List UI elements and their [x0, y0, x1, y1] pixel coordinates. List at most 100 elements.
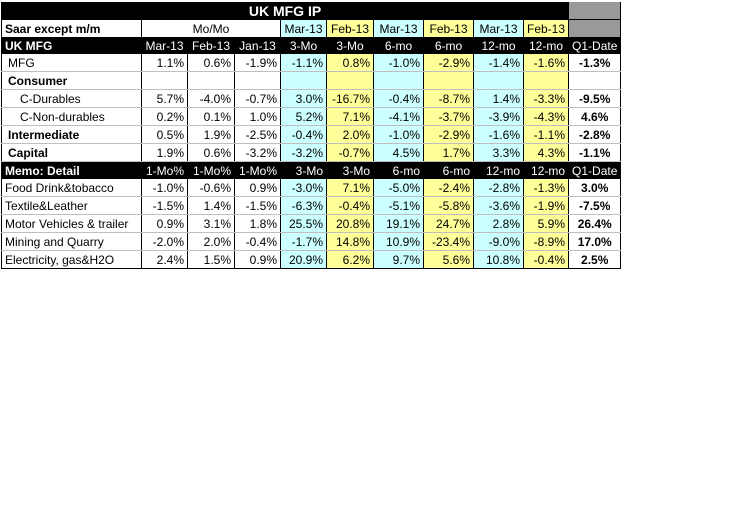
- row-label: Capital: [1, 143, 142, 162]
- value-cell: 3.1%: [187, 214, 235, 233]
- value-cell: [373, 71, 424, 90]
- value-cell: 2.8%: [473, 214, 524, 233]
- column-header: 12-mo: [473, 37, 524, 54]
- value-cell: -7.5%: [568, 196, 622, 215]
- memo-column-header: 1-Mo%: [234, 161, 281, 179]
- memo-column-header: 6-mo: [423, 161, 474, 179]
- column-header: Feb-13: [187, 37, 235, 54]
- value-cell: 10.9%: [373, 232, 424, 251]
- value-cell: -2.8%: [473, 179, 524, 197]
- value-cell: -2.4%: [423, 179, 474, 197]
- value-cell: 0.2%: [141, 107, 188, 126]
- value-cell: -1.0%: [141, 179, 188, 197]
- value-cell: 1.9%: [187, 125, 235, 144]
- value-cell: -0.6%: [187, 179, 235, 197]
- group-label: Feb-13: [522, 19, 570, 37]
- value-cell: -2.8%: [568, 125, 622, 144]
- value-cell: 3.0%: [568, 179, 622, 197]
- value-cell: -4.3%: [522, 107, 570, 126]
- memo-column-header: Q1-Date: [568, 161, 622, 179]
- value-cell: [141, 71, 188, 90]
- value-cell: -1.1%: [280, 54, 327, 72]
- value-cell: 0.8%: [326, 54, 374, 72]
- table-row: Electricity, gas&H2O 2.4% 1.5% 0.9% 20.9% 6.2…: [1, 250, 622, 269]
- value-cell: -1.7%: [280, 232, 327, 251]
- value-cell: -3.0%: [280, 179, 327, 197]
- value-cell: -6.3%: [280, 196, 327, 215]
- value-cell: [568, 71, 622, 90]
- value-cell: -16.7%: [326, 89, 374, 108]
- value-cell: [234, 71, 281, 90]
- value-cell: 10.8%: [473, 250, 524, 269]
- table-title: UK MFG IP: [0, 2, 570, 20]
- value-cell: -1.9%: [522, 196, 570, 215]
- value-cell: -1.6%: [522, 54, 570, 72]
- title-row: UK MFG IP: [0, 2, 622, 20]
- value-cell: 19.1%: [373, 214, 424, 233]
- value-cell: 0.1%: [187, 107, 235, 126]
- value-cell: -2.0%: [141, 232, 188, 251]
- memo-column-header: 6-mo: [373, 161, 424, 179]
- column-header: 12-mo: [522, 37, 570, 54]
- value-cell: 25.5%: [280, 214, 327, 233]
- value-cell: -0.4%: [326, 196, 374, 215]
- row-label: C-Durables: [1, 89, 142, 108]
- group-label: Mar-13: [373, 19, 424, 37]
- subheader-label: Saar except m/m: [1, 19, 142, 37]
- value-cell: -1.4%: [473, 54, 524, 72]
- value-cell: -3.9%: [473, 107, 524, 126]
- value-cell: 20.8%: [326, 214, 374, 233]
- value-cell: -9.5%: [568, 89, 622, 108]
- value-cell: 0.9%: [141, 214, 188, 233]
- value-cell: -1.1%: [568, 143, 622, 162]
- value-cell: -1.1%: [522, 125, 570, 144]
- value-cell: -1.0%: [373, 125, 424, 144]
- title-gray-cell: [568, 2, 622, 20]
- value-cell: [473, 71, 524, 90]
- row-label: Food Drink&tobacco: [1, 179, 142, 197]
- value-cell: -1.5%: [234, 196, 281, 215]
- memo-column-header: 12-mo: [522, 161, 570, 179]
- value-cell: 1.7%: [423, 143, 474, 162]
- value-cell: [187, 71, 235, 90]
- value-cell: 2.0%: [187, 232, 235, 251]
- value-cell: -3.2%: [280, 143, 327, 162]
- value-cell: -0.7%: [234, 89, 281, 108]
- q1-gray-cell: [568, 19, 622, 37]
- value-cell: 3.0%: [280, 89, 327, 108]
- value-cell: -3.3%: [522, 89, 570, 108]
- value-cell: -5.0%: [373, 179, 424, 197]
- momo-label: Mo/Mo: [141, 19, 281, 37]
- memo-column-header: 3-Mo: [280, 161, 327, 179]
- value-cell: -5.1%: [373, 196, 424, 215]
- value-cell: 9.7%: [373, 250, 424, 269]
- row-label: Consumer: [1, 71, 142, 90]
- value-cell: 7.1%: [326, 179, 374, 197]
- value-cell: 7.1%: [326, 107, 374, 126]
- value-cell: -4.1%: [373, 107, 424, 126]
- row-label: MFG: [1, 54, 142, 72]
- memo-header-row: Memo: Detail 1-Mo% 1-Mo% 1-Mo% 3-Mo 3-Mo 6-mo 6…: [1, 161, 622, 179]
- value-cell: -0.4%: [280, 125, 327, 144]
- table-row: Capital 1.9% 0.6% -3.2% -3.2% -0.7% 4.5% 1.7% 3.…: [1, 143, 622, 162]
- column-header: 6-mo: [423, 37, 474, 54]
- uk-mfg-ip-table: UK MFG IP Saar except m/m Mo/Mo Mar-13 F…: [0, 2, 622, 269]
- value-cell: 1.0%: [234, 107, 281, 126]
- value-cell: [522, 71, 570, 90]
- value-cell: [280, 71, 327, 90]
- row-label: C-Non-durables: [1, 107, 142, 126]
- group-label: Feb-13: [326, 19, 374, 37]
- table-row: MFG 1.1% 0.6% -1.9% -1.1% 0.8% -1.0% -2.9% -1.4%…: [1, 54, 622, 72]
- value-cell: -5.8%: [423, 196, 474, 215]
- value-cell: [423, 71, 474, 90]
- value-cell: -1.5%: [141, 196, 188, 215]
- subheader-row: Saar except m/m Mo/Mo Mar-13 Feb-13 Mar-…: [1, 19, 622, 37]
- value-cell: -1.3%: [568, 54, 622, 72]
- value-cell: -3.6%: [473, 196, 524, 215]
- column-header: 3-Mo: [280, 37, 327, 54]
- value-cell: -2.9%: [423, 54, 474, 72]
- value-cell: 5.9%: [522, 214, 570, 233]
- value-cell: -4.0%: [187, 89, 235, 108]
- memo-column-header: 1-Mo%: [187, 161, 235, 179]
- row-label: Textile&Leather: [1, 196, 142, 215]
